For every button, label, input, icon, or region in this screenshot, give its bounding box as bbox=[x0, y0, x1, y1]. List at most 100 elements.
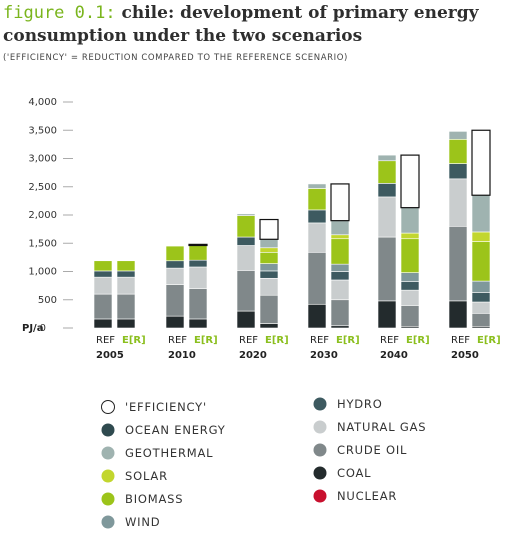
bar-segment-hydro bbox=[188, 259, 208, 268]
x-label-year: 2030 bbox=[310, 350, 338, 361]
bar-segment-crude-oil bbox=[400, 305, 420, 327]
legend-label-hydro: HYDRO bbox=[337, 397, 383, 411]
x-label-ref: REF bbox=[239, 335, 258, 346]
bar-segment-biomass bbox=[400, 238, 420, 273]
legend-label-geothermal: GEOTHERMAL bbox=[125, 446, 213, 460]
bar-segment-wind bbox=[330, 263, 350, 272]
bar-segment-hydro bbox=[259, 270, 279, 279]
legend-label-nuclear: NUCLEAR bbox=[337, 489, 397, 503]
bar-segment-geothermal bbox=[471, 194, 491, 233]
bar-segment-natural-gas bbox=[93, 276, 113, 295]
bar-segment-crude-oil bbox=[330, 299, 350, 327]
bar-segment-natural-gas bbox=[188, 266, 208, 289]
legend-swatch-wind bbox=[101, 515, 115, 529]
bar-segment-biomass bbox=[471, 241, 491, 282]
bar-segment-hydro bbox=[377, 183, 397, 198]
bar-segment-solar bbox=[471, 231, 491, 242]
x-label-er: E[R] bbox=[265, 335, 289, 346]
legend-swatch-ocean-energy bbox=[101, 423, 115, 437]
bar-segment-crude-oil bbox=[377, 236, 397, 302]
x-label-year: 2005 bbox=[96, 350, 124, 361]
bar-segment-solar bbox=[259, 247, 279, 253]
bar-segment-hydro bbox=[236, 236, 256, 246]
bar-segment-crude-oil bbox=[116, 293, 136, 320]
bar-segment-efficiency bbox=[400, 154, 420, 209]
legend-swatch-solar bbox=[101, 469, 115, 483]
bar-segment-efficiency bbox=[259, 218, 279, 240]
bar-segment-biomass bbox=[448, 138, 468, 164]
legend-label-efficiency: 'EFFICIENCY' bbox=[125, 400, 207, 414]
bar-segment-crude-oil bbox=[307, 251, 327, 305]
figure-title-text: chile: development of primary energy con… bbox=[3, 3, 479, 46]
bar-segment-geothermal bbox=[307, 183, 327, 189]
bar-segment-coal bbox=[116, 318, 136, 329]
bar-segment-crude-oil bbox=[188, 288, 208, 320]
bar-segment-hydro bbox=[448, 163, 468, 180]
bar-segment-biomass bbox=[307, 188, 327, 211]
legend-label-coal: COAL bbox=[337, 466, 371, 480]
bar-segment-geothermal bbox=[448, 131, 468, 140]
legend-swatch-biomass bbox=[101, 492, 115, 506]
bar-segment-geothermal bbox=[400, 207, 420, 234]
x-label-ref: REF bbox=[168, 335, 187, 346]
legend-label-wind: WIND bbox=[125, 515, 160, 529]
bar-segment-coal bbox=[236, 310, 256, 329]
bar-segment-biomass bbox=[93, 260, 113, 272]
legend-swatch-efficiency bbox=[101, 400, 115, 414]
bar-segment-geothermal bbox=[377, 154, 397, 162]
bar-segment-coal bbox=[448, 300, 468, 329]
x-label-year: 2040 bbox=[380, 350, 408, 361]
legend-label-ocean-energy: OCEAN ENERGY bbox=[125, 423, 226, 437]
bar-segment-coal bbox=[93, 318, 113, 329]
bar-segment-wind bbox=[400, 272, 420, 282]
x-label-year: 2050 bbox=[451, 350, 479, 361]
bar-segment-natural-gas bbox=[165, 267, 185, 285]
bar-segment-efficiency bbox=[188, 243, 208, 247]
x-label-year: 2010 bbox=[168, 350, 196, 361]
bar-segment-wind bbox=[471, 280, 491, 293]
y-tick-label: 1,000 bbox=[28, 267, 57, 278]
bar-segment-solar bbox=[330, 234, 350, 240]
bar-segment-biomass bbox=[116, 260, 136, 272]
bar-segment-biomass bbox=[330, 238, 350, 265]
bar-segment-geothermal bbox=[236, 213, 256, 216]
bar-segment-efficiency bbox=[471, 129, 491, 196]
bar-segment-coal bbox=[165, 315, 185, 329]
legend-label-crude-oil: CRUDE OIL bbox=[337, 443, 407, 457]
legend-swatch-hydro bbox=[313, 397, 327, 411]
bar-segment-natural-gas bbox=[116, 276, 136, 295]
x-label-er: E[R] bbox=[336, 335, 360, 346]
y-tick-label: 3,000 bbox=[28, 154, 57, 165]
legend-swatch-nuclear bbox=[313, 489, 327, 503]
bar-segment-hydro bbox=[93, 270, 113, 278]
legend-label-solar: SOLAR bbox=[125, 469, 168, 483]
bar-segment-coal bbox=[307, 303, 327, 329]
bar-segment-hydro bbox=[400, 281, 420, 291]
legend-swatch-natural-gas bbox=[313, 420, 327, 434]
bar-segment-efficiency bbox=[330, 183, 350, 222]
x-label-year: 2020 bbox=[239, 350, 267, 361]
bar-segment-natural-gas bbox=[259, 277, 279, 296]
bar-segment-natural-gas bbox=[236, 245, 256, 271]
bar-segment-coal bbox=[330, 325, 350, 329]
x-label-ref: REF bbox=[451, 335, 470, 346]
bar-segment-biomass bbox=[165, 245, 185, 262]
y-axis-label: PJ/a bbox=[22, 323, 43, 334]
x-label-ref: REF bbox=[380, 335, 399, 346]
bar-segment-hydro bbox=[116, 270, 136, 278]
bar-segment-wind bbox=[259, 263, 279, 272]
y-tick-label: 3,500 bbox=[28, 125, 57, 136]
bar-segment-geothermal bbox=[330, 220, 350, 236]
y-tick-label: 2,000 bbox=[28, 210, 57, 221]
figure-title: figure 0.1: chile: development of primar… bbox=[3, 2, 503, 48]
bar-segment-coal bbox=[188, 318, 208, 329]
figure-subtitle: ('EFFICIENCY' = REDUCTION COMPARED TO TH… bbox=[3, 53, 348, 63]
y-tick-label: 2,500 bbox=[28, 182, 57, 193]
bar-segment-crude-oil bbox=[165, 284, 185, 317]
bar-segment-crude-oil bbox=[448, 226, 468, 302]
legend-swatch-geothermal bbox=[101, 446, 115, 460]
bar-segment-hydro bbox=[330, 271, 350, 281]
y-tick-label: 1,500 bbox=[28, 238, 57, 249]
x-label-er: E[R] bbox=[194, 335, 218, 346]
